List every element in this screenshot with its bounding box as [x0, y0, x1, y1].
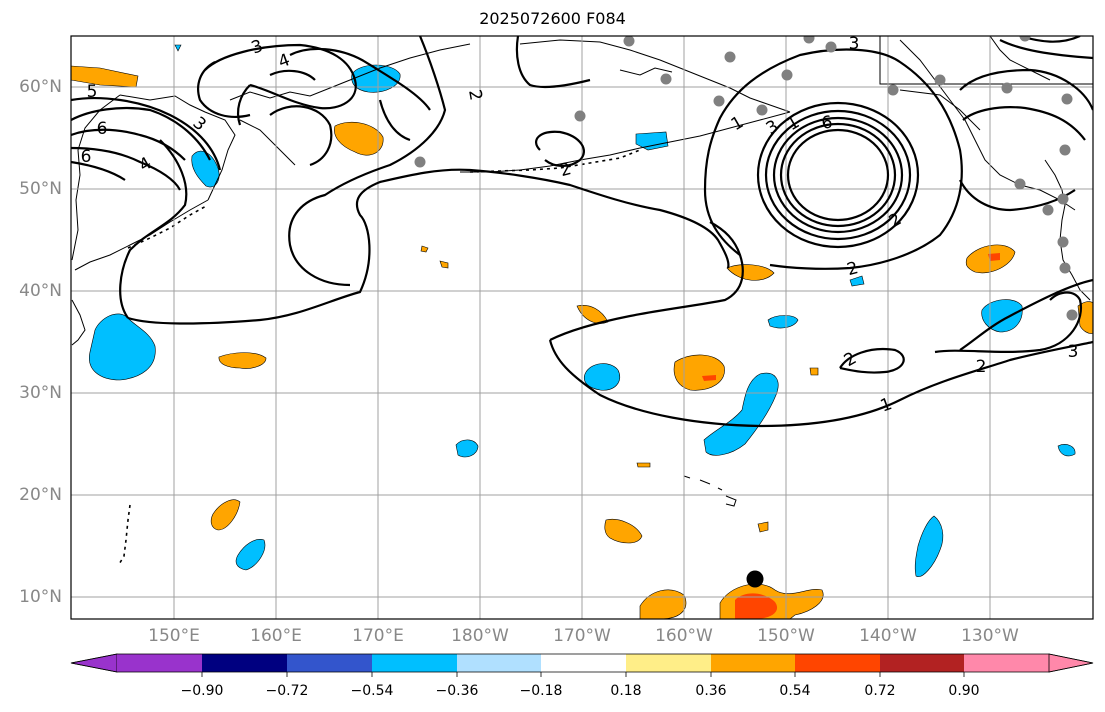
- colorbar-segment: [795, 654, 880, 672]
- contour-label: 3: [189, 113, 210, 135]
- contour-label: 6: [81, 147, 92, 167]
- coastlines: [71, 36, 1093, 507]
- colorbar-outline: [70, 653, 1094, 673]
- colorbar-segment: [372, 654, 457, 672]
- longitude-label: 140°W: [859, 626, 917, 646]
- contour-label: 5: [87, 82, 98, 102]
- map-title: 2025072600 F084: [479, 9, 626, 28]
- colorbar-max-arrow: [1048, 653, 1094, 673]
- colorbar-tick-label: 0.72: [864, 683, 896, 699]
- contour-label: 6: [97, 119, 108, 139]
- contour-label: 1: [784, 112, 803, 135]
- island-chains: [117, 149, 641, 567]
- contour-label: 2: [845, 258, 861, 280]
- colorbar-min-arrow: [70, 653, 118, 673]
- colorbar-tick-label: −0.72: [265, 683, 309, 699]
- colorbar-segment: [711, 654, 795, 672]
- contour-label: 2: [841, 348, 860, 371]
- low-pressure-contours: [756, 101, 920, 249]
- colorbar: [70, 653, 1094, 677]
- colorbar-segment: [202, 654, 287, 672]
- contour-label: 1: [878, 394, 895, 416]
- longitude-label: 160°E: [250, 626, 302, 646]
- colorbar-tick-label: 0.54: [779, 683, 811, 699]
- colorbar-tick-label: 0.18: [610, 683, 642, 699]
- strong-positive-anomaly-regions: [702, 253, 1000, 619]
- longitude-label: 160°W: [655, 626, 713, 646]
- contour-label: 3: [763, 116, 782, 139]
- negative-anomaly-regions: [89, 44, 1076, 577]
- plot-frame: [70, 35, 1094, 620]
- contour-label: 3: [1068, 342, 1079, 362]
- colorbar-segment: [880, 654, 964, 672]
- contour-lines: [71, 36, 1093, 428]
- contour-label: 6: [820, 112, 834, 134]
- longitude-label: 150°W: [757, 626, 815, 646]
- positive-anomaly-regions: [71, 65, 1093, 619]
- longitude-label: 180°W: [451, 626, 509, 646]
- colorbar-tick-label: −0.36: [435, 683, 479, 699]
- gridlines: [71, 36, 1093, 619]
- latitude-label: 20°N: [19, 485, 62, 505]
- latitude-label: 60°N: [19, 77, 62, 97]
- colorbar-tick-label: 0.90: [948, 683, 980, 699]
- colorbar-tick-label: −0.54: [350, 683, 394, 699]
- latitude-label: 10°N: [19, 587, 62, 607]
- colorbar-segment: [117, 654, 202, 672]
- colorbar-segment: [457, 654, 541, 672]
- colorbar-tick-label: 0.36: [695, 683, 727, 699]
- colorbar-tick-label: −0.90: [180, 683, 224, 699]
- latitude-label: 30°N: [19, 383, 62, 403]
- colorbar-tick-label: −0.18: [519, 683, 563, 699]
- latitude-label: 50°N: [19, 179, 62, 199]
- storm-center-marker: [746, 570, 764, 588]
- contour-label: 4: [136, 153, 155, 176]
- longitude-label: 130°W: [961, 626, 1019, 646]
- station-markers: [414, 36, 1078, 321]
- contour-label: 4: [276, 50, 293, 72]
- longitude-label: 170°E: [352, 626, 404, 646]
- colorbar-segment: [287, 654, 372, 672]
- contour-label: 2: [886, 209, 905, 232]
- latitude-label: 40°N: [19, 281, 62, 301]
- colorbar-segment: [541, 654, 626, 672]
- colorbar-segment: [626, 654, 711, 672]
- contour-label: 2: [464, 88, 486, 102]
- contour-label: 3: [849, 34, 860, 54]
- contour-label: 2: [976, 357, 987, 377]
- contour-label: 1: [728, 112, 747, 135]
- colorbar-segment: [964, 654, 1049, 672]
- longitude-label: 170°W: [553, 626, 611, 646]
- longitude-label: 150°E: [148, 626, 200, 646]
- contour-label: 2: [558, 159, 574, 181]
